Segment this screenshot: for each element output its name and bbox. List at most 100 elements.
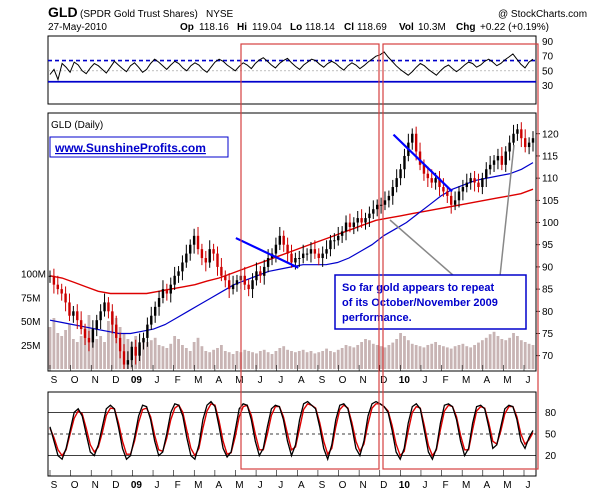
annotation-pointer-2 [499,144,515,277]
volume-tick-label: 75M [21,293,40,304]
volume-bar [223,351,227,369]
volume-bar [496,336,500,369]
price-body [235,280,239,285]
x-tick-label-bottom: N [360,480,367,491]
x-tick-label-bottom: O [339,480,347,491]
volume-bar [344,345,348,369]
price-y-tick-label: 70 [542,351,554,362]
volume-bar [91,330,95,369]
price-body [348,222,352,227]
price-body [496,155,500,161]
price-body [165,289,169,294]
price-body [208,249,211,263]
price-body [438,178,441,188]
x-tick-label: 10 [399,375,411,386]
price-body [212,249,215,254]
price-body [387,195,391,201]
highlight-box-2009 [240,43,380,470]
price-y-tick-label: 90 [542,262,554,273]
price-body [79,320,83,330]
volume-bar [293,352,297,369]
volume-bar [403,336,406,369]
volume-bar [301,349,305,369]
price-body [286,244,289,254]
price-body [492,160,496,165]
price-body [368,213,371,219]
price-body [375,204,379,210]
price-y-tick-label: 100 [542,218,559,229]
price-body [453,200,457,205]
volume-bar [297,351,301,369]
volume-bar [286,349,290,369]
volume-bar [391,342,395,369]
price-y-tick-label: 105 [542,196,559,207]
price-body [103,302,106,312]
x-tick-label: N [92,375,99,386]
volume-bar [500,339,504,369]
price-body [72,311,75,316]
price-body [395,178,398,188]
volume-bar [110,312,114,369]
volume-bar [161,346,165,369]
x-tick-label: J [155,375,160,386]
osc-y-tick-label: 50 [545,430,557,441]
price-body [512,133,515,143]
price-body [321,253,324,259]
price-body [142,337,145,343]
volume-bar [192,342,196,369]
volume-bar [442,346,445,369]
price-body [263,266,266,276]
x-tick-label-bottom: M [503,480,511,491]
price-body [469,178,472,183]
volume-bar [278,348,282,369]
price-y-tick-label: 80 [542,307,554,318]
volume-bar [445,347,449,369]
price-body [157,297,161,307]
x-tick-label: J [278,375,283,386]
volume-bar [317,352,321,369]
price-body [477,182,480,188]
annotation-line-3: performance. [342,312,412,324]
brand-label[interactable]: @ StockCharts.com [498,9,587,20]
price-body [465,182,468,188]
price-body [60,289,63,294]
op-label: Op [180,22,194,33]
price-body [527,142,531,148]
price-body [294,258,297,263]
volume-bar [107,321,110,369]
price-body [481,178,484,188]
volume-bar [282,346,286,369]
volume-bar [492,331,496,369]
vol-label: Vol [399,22,414,33]
price-body [430,178,433,183]
volume-bar [438,345,441,369]
lo-value: 118.14 [305,22,335,33]
date-label: 27-May-2010 [48,22,107,33]
volume-bar [410,343,414,369]
website-link[interactable]: www.SunshineProfits.com [54,141,206,155]
price-body [301,253,305,259]
x-tick-label: S [51,375,58,386]
chg-value: +0.22 (+0.19%) [480,22,549,33]
price-body [372,209,375,214]
price-body [224,275,227,281]
price-body [107,302,110,312]
price-body [87,337,91,343]
volume-bar [68,324,71,369]
volume-bar [181,345,184,369]
price-body [243,275,246,285]
volume-bar [340,348,344,369]
osc-y-tick-label: 20 [545,451,557,462]
volume-bar [247,351,251,369]
price-body [309,249,313,254]
price-body [418,151,422,165]
price-body [153,306,157,316]
price-body [192,235,196,245]
x-tick-label: O [339,375,347,386]
volume-bar [142,339,145,369]
x-tick-label-bottom: F [175,480,181,491]
price-body [352,222,356,227]
volume-bar [153,337,157,369]
x-tick-label-bottom: J [155,480,160,491]
exchange-label: NYSE [206,9,234,20]
